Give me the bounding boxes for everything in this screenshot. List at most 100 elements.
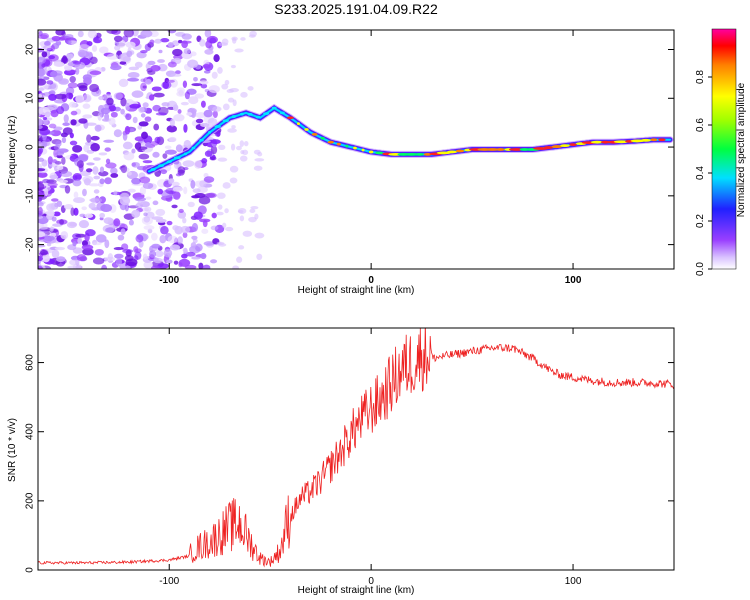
- spectrogram-noise-blob: [143, 225, 155, 231]
- spectrogram-noise-blob: [113, 246, 124, 251]
- spectrogram-hotspot: [336, 142, 341, 146]
- spectrogram-hotspot: [415, 152, 424, 156]
- spectrogram-hotspot: [375, 151, 384, 155]
- spectrogram-noise-blob: [214, 130, 221, 137]
- spectrogram-noise-blob: [89, 70, 102, 75]
- spectrogram-hotspot: [455, 149, 465, 153]
- spectrogram-hotspot: [173, 156, 181, 160]
- spectrogram-noise-blob: [173, 113, 185, 122]
- spectrogram-noise-blob: [144, 206, 152, 212]
- spectrogram-noise-blob: [194, 93, 205, 99]
- spectrogram-noise-blob: [166, 220, 173, 226]
- y-tick-label: 0: [25, 567, 36, 573]
- spectrogram-noise-blob: [250, 206, 259, 210]
- spectrogram-noise-blob: [78, 44, 90, 49]
- spectrogram-noise-blob: [54, 93, 67, 100]
- spectrogram-noise-blob: [38, 182, 45, 191]
- spectrogram-noise-blob: [243, 141, 249, 147]
- spectrogram-noise-blob: [113, 190, 118, 196]
- spectrogram-noise-blob: [119, 196, 131, 206]
- spectrogram-noise-blob: [76, 160, 85, 168]
- spectrogram-noise-blob: [182, 80, 188, 88]
- spectrogram-noise-blob: [208, 85, 220, 94]
- spectrogram-noise-blob: [104, 177, 112, 185]
- spectrogram-noise-blob: [169, 118, 175, 127]
- spectrogram-noise-blob: [226, 89, 234, 94]
- spectrogram-noise-blob: [199, 180, 207, 188]
- spectrogram-noise-blob: [164, 149, 177, 155]
- spectrogram-noise-blob: [138, 153, 150, 160]
- spectrogram-noise-blob: [138, 121, 149, 127]
- spectrogram-noise-blob: [61, 31, 66, 37]
- spectrogram-noise-blob: [70, 110, 78, 116]
- spectrogram-noise-blob: [239, 215, 245, 222]
- spectrogram-noise-blob: [221, 38, 229, 45]
- y-tick-label: 20: [25, 44, 36, 56]
- spectrogram-hotspot: [368, 150, 374, 154]
- spectrogram-noise-blob: [140, 50, 148, 54]
- spectrogram-noise-blob: [53, 61, 65, 67]
- spectrogram-noise-blob: [172, 186, 184, 192]
- spectrogram-noise-blob: [134, 61, 143, 68]
- spectrogram-noise-blob: [84, 51, 93, 59]
- spectrogram-noise-blob: [125, 102, 130, 111]
- spectrogram-noise-blob: [176, 87, 185, 94]
- spectrogram-noise-blob: [120, 228, 126, 235]
- spectrogram-noise-blob: [115, 257, 122, 267]
- spectrogram-noise-blob: [230, 64, 237, 69]
- spectrogram-noise-blob: [155, 208, 166, 216]
- spectrogram-noise-blob: [38, 68, 46, 77]
- spectrogram-noise-blob: [72, 61, 82, 65]
- spectrogram-noise-blob: [76, 254, 87, 262]
- spectrogram-noise-blob: [217, 157, 228, 162]
- spectrogram-noise-blob: [38, 56, 47, 64]
- spectrogram-noise-blob: [224, 79, 230, 86]
- spectrogram-noise-blob: [142, 253, 148, 260]
- spectrogram-hotspot: [214, 125, 221, 128]
- spectrogram-noise-blob: [162, 153, 168, 159]
- spectrogram-noise-blob: [38, 118, 43, 126]
- spectrogram-noise-blob: [89, 56, 98, 65]
- spectrogram-noise-blob: [197, 205, 207, 215]
- spectrogram-noise-blob: [125, 41, 136, 48]
- spectrogram-noise-blob: [113, 218, 121, 227]
- spectrogram-noise-blob: [90, 135, 100, 141]
- spectrogram-noise-blob: [83, 144, 90, 153]
- spectrogram-noise-blob: [181, 40, 189, 49]
- spectrogram-noise-blob: [43, 235, 55, 242]
- spectrogram-noise-blob: [113, 129, 122, 138]
- spectrogram-hotspot: [551, 145, 563, 148]
- spectrogram-noise-blob: [44, 40, 51, 46]
- spectrogram-noise-blob: [38, 157, 45, 162]
- spectrogram-noise-blob: [134, 197, 147, 202]
- spectrogram-noise-blob: [85, 122, 97, 126]
- spectrogram-noise-blob: [78, 154, 89, 162]
- spectrogram-noise-blob: [147, 70, 156, 75]
- spectrogram-noise-blob: [103, 139, 115, 143]
- spectrogram-noise-blob: [152, 151, 160, 158]
- x-tick-label: -100: [159, 275, 179, 286]
- spectrogram-noise-blob: [118, 78, 129, 88]
- spectrogram-noise-blob: [42, 116, 48, 120]
- y-tick-label: -20: [25, 237, 36, 252]
- spectrogram-noise-blob: [254, 232, 265, 239]
- spectrogram-noise-blob: [120, 108, 125, 115]
- spectrogram-noise-blob: [103, 217, 114, 225]
- spectrogram-noise-blob: [54, 246, 66, 251]
- spectrogram-noise-blob: [93, 175, 101, 180]
- spectrogram-noise-blob: [151, 86, 162, 92]
- spectrogram-noise-blob: [177, 166, 186, 174]
- spectrogram-noise-blob: [49, 174, 59, 180]
- spectrogram-noise-blob: [249, 30, 257, 37]
- spectrogram-noise-blob: [182, 160, 195, 168]
- spectrogram-noise-blob: [82, 175, 94, 183]
- spectrogram-noise-blob: [235, 145, 242, 151]
- spectrogram-noise-blob: [114, 45, 121, 51]
- spectrogram-noise-blob: [58, 78, 69, 85]
- spectrogram-noise-blob: [81, 206, 87, 211]
- spectrogram-hotspot: [345, 144, 349, 148]
- spectrogram-noise-blob: [49, 83, 57, 89]
- spectrogram-noise-blob: [88, 202, 96, 210]
- spectrogram-noise-blob: [86, 162, 95, 166]
- spectrogram-noise-blob: [77, 49, 87, 58]
